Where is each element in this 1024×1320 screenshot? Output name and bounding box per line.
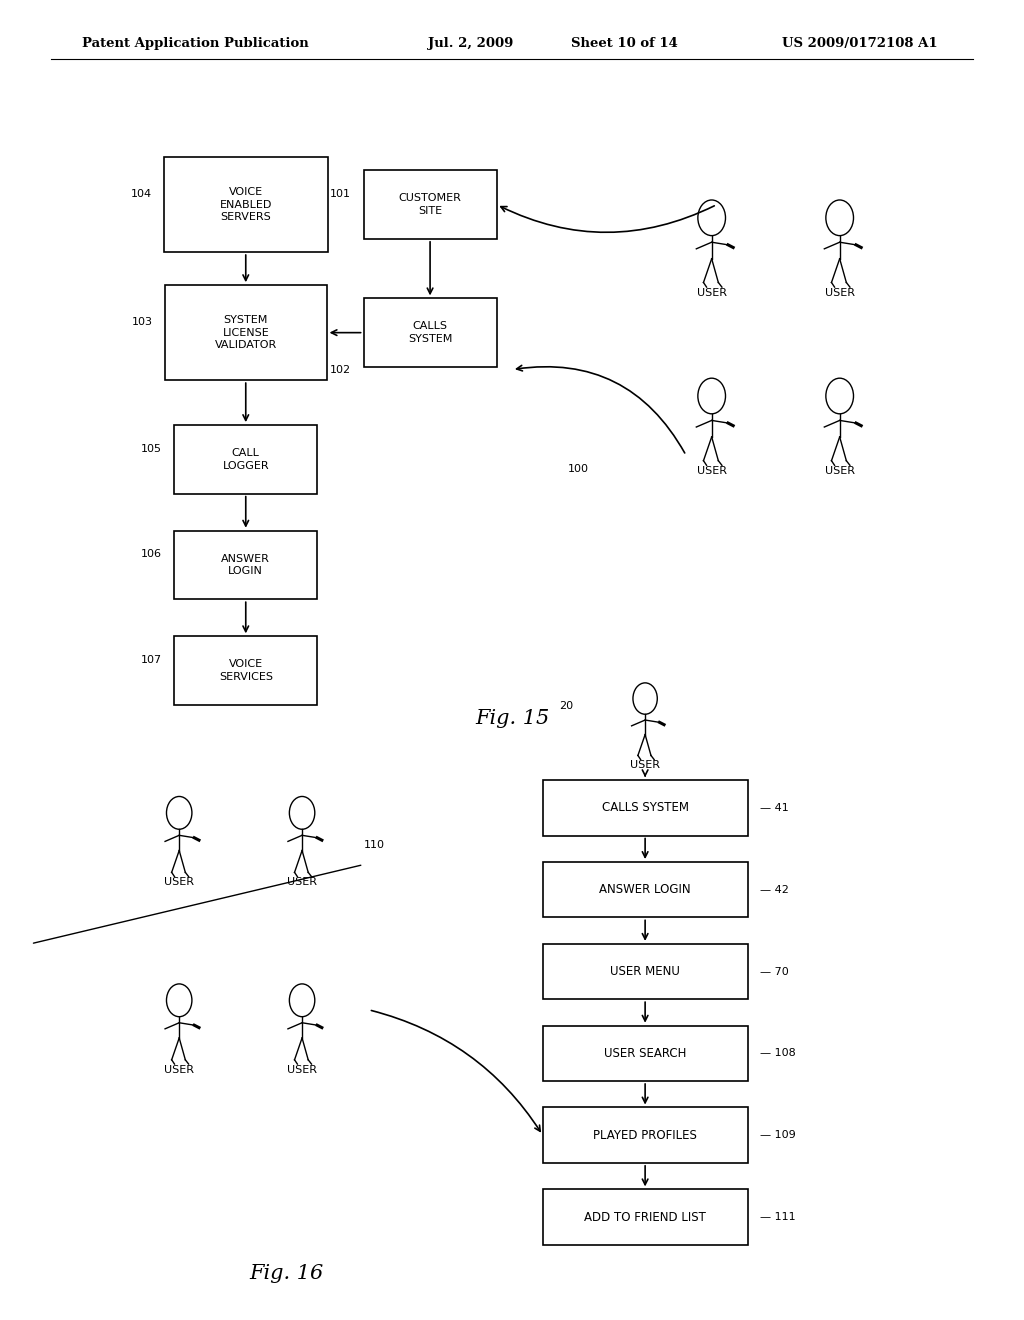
Text: US 2009/0172108 A1: US 2009/0172108 A1 — [782, 37, 938, 50]
Text: Sheet 10 of 14: Sheet 10 of 14 — [571, 37, 678, 50]
Text: — 108: — 108 — [760, 1048, 796, 1059]
Text: 105: 105 — [140, 444, 162, 454]
Text: CALLS SYSTEM: CALLS SYSTEM — [602, 801, 688, 814]
Text: SYSTEM
LICENSE
VALIDATOR: SYSTEM LICENSE VALIDATOR — [215, 315, 276, 350]
FancyBboxPatch shape — [543, 1189, 748, 1245]
Text: 107: 107 — [140, 655, 162, 665]
FancyBboxPatch shape — [543, 1107, 748, 1163]
Text: USER: USER — [630, 760, 660, 770]
Text: USER: USER — [164, 878, 195, 887]
Text: CALL
LOGGER: CALL LOGGER — [222, 449, 269, 470]
Text: 102: 102 — [330, 364, 351, 375]
Text: CUSTOMER
SITE: CUSTOMER SITE — [398, 194, 462, 215]
Text: — 41: — 41 — [760, 803, 788, 813]
Text: ANSWER
LOGIN: ANSWER LOGIN — [221, 554, 270, 576]
Text: — 42: — 42 — [760, 884, 788, 895]
FancyBboxPatch shape — [165, 285, 327, 380]
FancyBboxPatch shape — [543, 944, 748, 999]
Text: 110: 110 — [364, 840, 385, 850]
Text: — 111: — 111 — [760, 1212, 796, 1222]
Text: CALLS
SYSTEM: CALLS SYSTEM — [408, 322, 453, 343]
Text: USER SEARCH: USER SEARCH — [604, 1047, 686, 1060]
Text: 103: 103 — [131, 317, 153, 327]
Text: PLAYED PROFILES: PLAYED PROFILES — [593, 1129, 697, 1142]
Text: — 70: — 70 — [760, 966, 788, 977]
Text: Fig. 15: Fig. 15 — [475, 709, 549, 727]
Text: VOICE
ENABLED
SERVERS: VOICE ENABLED SERVERS — [219, 187, 272, 222]
Text: USER: USER — [287, 878, 317, 887]
Text: USER: USER — [824, 288, 855, 298]
FancyBboxPatch shape — [543, 862, 748, 917]
FancyBboxPatch shape — [543, 780, 748, 836]
Text: 101: 101 — [330, 189, 351, 199]
FancyBboxPatch shape — [174, 425, 317, 494]
Text: Patent Application Publication: Patent Application Publication — [82, 37, 308, 50]
FancyBboxPatch shape — [364, 170, 497, 239]
Text: USER: USER — [287, 1065, 317, 1074]
Text: 104: 104 — [130, 189, 152, 199]
Text: 20: 20 — [559, 701, 573, 711]
Text: USER: USER — [164, 1065, 195, 1074]
FancyBboxPatch shape — [164, 157, 328, 252]
Text: USER MENU: USER MENU — [610, 965, 680, 978]
Text: USER: USER — [696, 466, 727, 477]
Text: USER: USER — [824, 466, 855, 477]
Text: Fig. 16: Fig. 16 — [250, 1265, 324, 1283]
Text: VOICE
SERVICES: VOICE SERVICES — [219, 660, 272, 681]
Text: — 109: — 109 — [760, 1130, 796, 1140]
FancyBboxPatch shape — [174, 636, 317, 705]
Text: Jul. 2, 2009: Jul. 2, 2009 — [428, 37, 514, 50]
Text: ANSWER LOGIN: ANSWER LOGIN — [599, 883, 691, 896]
Text: USER: USER — [696, 288, 727, 298]
Text: 100: 100 — [568, 463, 589, 474]
FancyBboxPatch shape — [174, 531, 317, 599]
FancyBboxPatch shape — [543, 1026, 748, 1081]
Text: ADD TO FRIEND LIST: ADD TO FRIEND LIST — [584, 1210, 707, 1224]
Text: 106: 106 — [140, 549, 162, 560]
FancyBboxPatch shape — [364, 298, 497, 367]
